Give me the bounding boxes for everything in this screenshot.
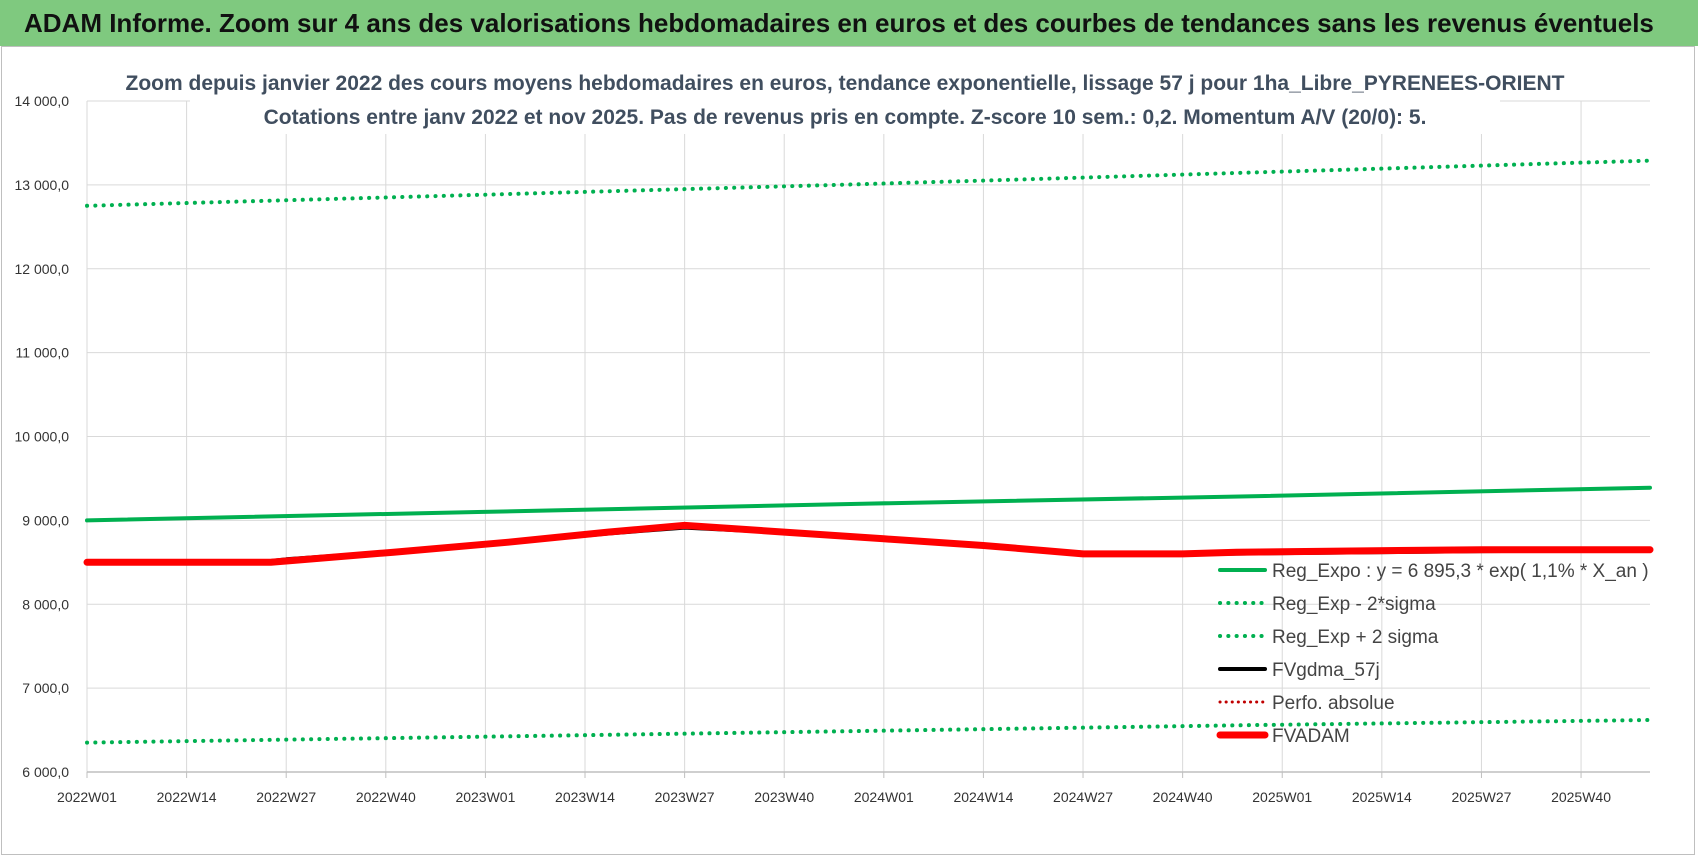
x-tick-label: 2024W27 (1053, 789, 1113, 805)
chart-titles: Zoom depuis janvier 2022 des cours moyen… (126, 62, 1565, 134)
x-tick-label: 2022W14 (157, 789, 217, 805)
chart-subtitle: Cotations entre janv 2022 et nov 2025. P… (264, 106, 1427, 129)
y-tick-label: 8 000,0 (22, 596, 69, 612)
chart-frame (1, 46, 1695, 855)
x-tick-label: 2022W40 (356, 789, 416, 805)
y-tick-label: 6 000,0 (22, 764, 69, 780)
y-tick-label: 14 000,0 (15, 93, 70, 109)
legend-label-4: Perfo. absolue (1272, 693, 1395, 714)
x-tick-label: 2025W40 (1551, 789, 1611, 805)
series-line-1 (85, 718, 1652, 745)
legend: Reg_Expo : y = 6 895,3 * exp( 1,1% * X_a… (1216, 561, 1649, 747)
series-line-2 (85, 158, 1652, 208)
x-tick-label: 2024W01 (854, 789, 914, 805)
x-tick-label: 2022W01 (57, 789, 117, 805)
legend-label-3: FVgdma_57j (1272, 660, 1380, 681)
y-tick-label: 11 000,0 (16, 345, 70, 361)
y-tick-label: 7 000,0 (22, 680, 69, 696)
x-tick-label: 2023W01 (455, 789, 515, 805)
y-tick-label: 12 000,0 (15, 261, 70, 277)
series-line-0 (85, 485, 1652, 523)
x-tick-label: 2023W40 (754, 789, 814, 805)
y-tick-label: 13 000,0 (15, 177, 70, 193)
legend-label-0: Reg_Expo : y = 6 895,3 * exp( 1,1% * X_a… (1272, 561, 1649, 582)
x-tick-label: 2024W40 (1153, 789, 1213, 805)
report-title: ADAM Informe. Zoom sur 4 ans des valoris… (24, 8, 1654, 38)
legend-label-1: Reg_Exp - 2*sigma (1272, 594, 1436, 615)
x-tick-label: 2025W14 (1352, 789, 1412, 805)
x-tick-label: 2023W27 (655, 789, 715, 805)
x-tick-label: 2025W01 (1252, 789, 1312, 805)
chart-title: Zoom depuis janvier 2022 des cours moyen… (126, 72, 1565, 95)
y-tick-label: 9 000,0 (22, 512, 69, 528)
y-tick-label: 10 000,0 (15, 429, 70, 445)
series (83, 158, 1654, 745)
y-axis: 6 000,0 7 000,0 8 000,0 9 000,0 10 000,0 11 0… (15, 93, 70, 780)
x-tick-label: 2023W14 (555, 789, 615, 805)
x-tick-label: 2024W14 (953, 789, 1013, 805)
title-background (190, 62, 1500, 134)
grid (86, 100, 1650, 778)
series-line-5 (83, 521, 1654, 566)
x-tick-label: 2022W27 (256, 789, 316, 805)
legend-label-2: Reg_Exp + 2 sigma (1272, 627, 1439, 648)
report-title-banner: ADAM Informe. Zoom sur 4 ans des valoris… (0, 0, 1698, 46)
legend-label-5: FVADAM (1272, 726, 1350, 747)
x-axis: 2022W01 2022W14 2022W27 2022W40 2023W01 2023W… (57, 789, 1611, 805)
x-tick-label: 2025W27 (1451, 789, 1511, 805)
